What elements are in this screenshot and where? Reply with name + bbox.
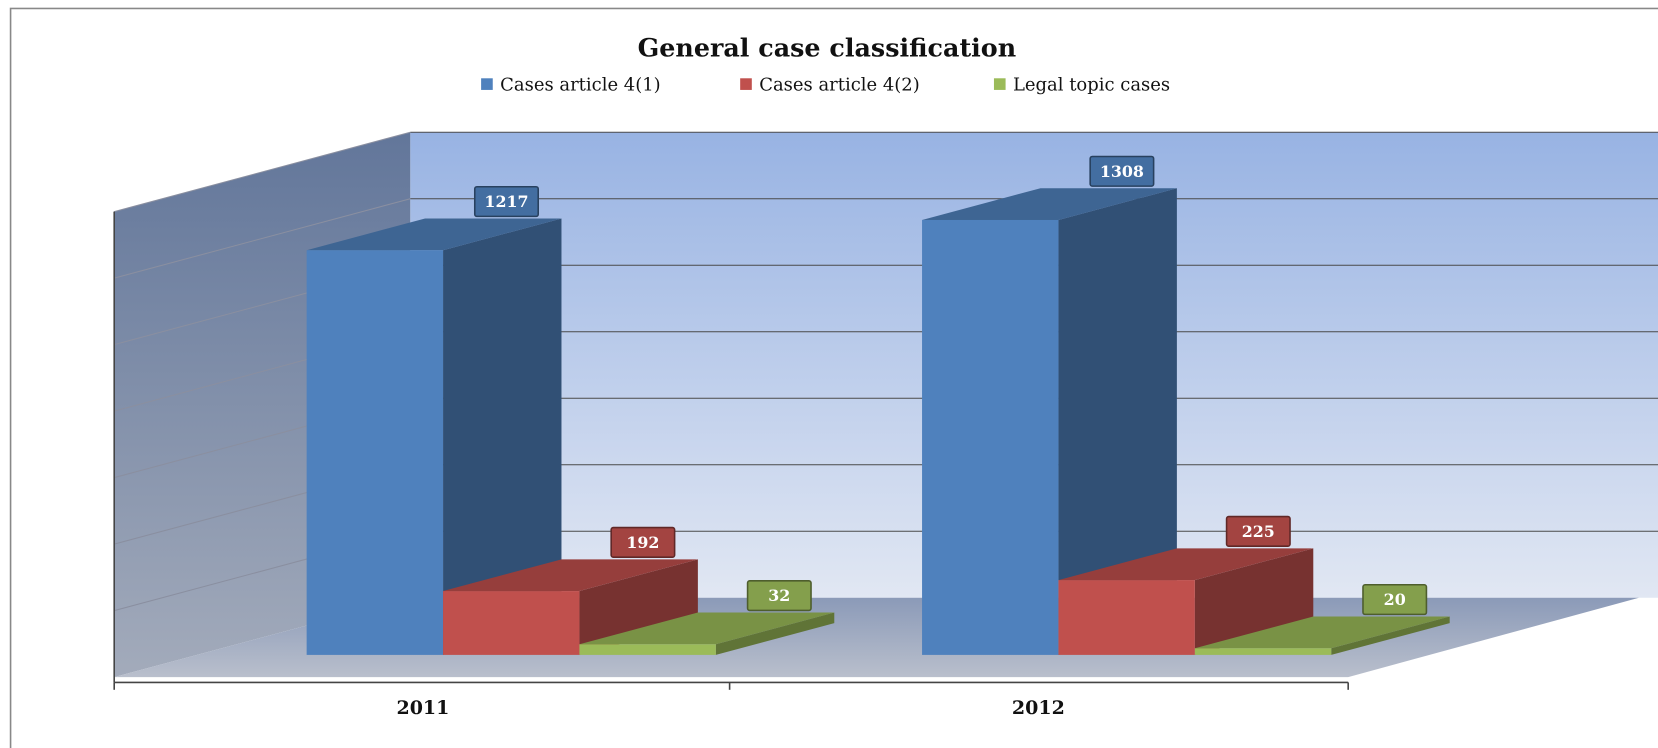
bar-top xyxy=(1058,548,1314,581)
value-label-box xyxy=(746,579,812,612)
value-label-box xyxy=(473,185,540,218)
bar-side xyxy=(715,612,835,655)
bar-top xyxy=(443,559,698,592)
value-label-box xyxy=(1362,583,1428,616)
value-label: 1217 xyxy=(484,192,528,211)
legend-swatch xyxy=(481,78,493,90)
bar-side xyxy=(1331,616,1450,655)
bar-top xyxy=(579,612,835,645)
bar-top xyxy=(1194,616,1450,649)
bar-top xyxy=(306,218,562,251)
value-label: 20 xyxy=(1384,590,1406,609)
value-label: 192 xyxy=(626,533,659,552)
grid-line xyxy=(114,131,411,213)
value-label-box xyxy=(1089,155,1155,187)
legend-label: Cases article 4(1) xyxy=(500,75,661,96)
value-label: 225 xyxy=(1242,522,1275,541)
bar-front xyxy=(306,250,444,655)
bar-front xyxy=(579,644,716,655)
bar-side xyxy=(443,218,562,655)
value-label-box xyxy=(1225,515,1291,548)
bar-front xyxy=(443,591,580,655)
x-tick-label: 2011 xyxy=(396,697,449,719)
bar xyxy=(1194,616,1450,655)
legend-swatch xyxy=(993,78,1006,90)
bar-side xyxy=(1058,188,1177,655)
value-label: 1308 xyxy=(1100,162,1144,181)
bar-top xyxy=(922,188,1177,220)
chart-title: General case classification xyxy=(638,33,1017,63)
bar xyxy=(579,612,835,655)
x-tick-label: 2012 xyxy=(1012,697,1065,719)
legend-label: Cases article 4(2) xyxy=(759,75,920,96)
value-label-box xyxy=(610,526,676,558)
bar-front xyxy=(922,219,1059,655)
bar-front xyxy=(1058,580,1195,655)
legend-swatch xyxy=(740,78,752,90)
bar xyxy=(306,218,562,655)
bar xyxy=(922,188,1177,655)
bar-front xyxy=(1194,648,1332,655)
grid-line xyxy=(114,198,411,279)
value-label: 32 xyxy=(768,586,790,605)
legend-label: Legal topic cases xyxy=(1013,75,1170,96)
